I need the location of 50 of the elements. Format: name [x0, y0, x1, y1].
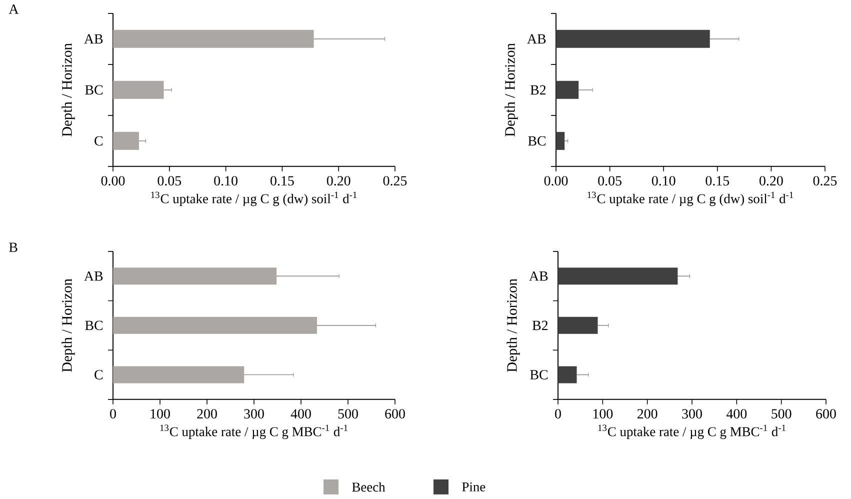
- legend-label: Beech: [352, 482, 386, 492]
- x-tick-label: 0: [555, 408, 561, 418]
- y-tick-label: BC: [528, 136, 546, 146]
- x-tick-label: 0.00: [544, 176, 568, 186]
- chart-title: B: [9, 242, 18, 252]
- x-tick-label: 0.10: [214, 176, 238, 186]
- x-tick-label: 0.25: [383, 176, 407, 186]
- x-axis-title: $^{13}$C uptake rate / µg C g MBC$^{-1}$ d$^{-1}$: [160, 424, 348, 439]
- y-tick-label: B2: [530, 85, 546, 94]
- y-axis-title: Depth / Horizon: [62, 43, 75, 136]
- y-tick-label: C: [94, 136, 103, 146]
- x-tick-label: 0.00: [101, 176, 125, 186]
- y-tick-label: BC: [530, 370, 548, 380]
- y-tick-label: B2: [532, 320, 548, 330]
- x-axis-title: $^{13}$C uptake rate / µg C g MBC$^{-1}$ d$^{-1}$: [598, 424, 786, 439]
- x-tick-label: 200: [637, 408, 658, 418]
- x-tick-label: 0.15: [270, 176, 294, 186]
- x-tick-label: 500: [338, 408, 358, 418]
- x-tick-label: 600: [385, 408, 405, 418]
- y-tick-label: AB: [527, 34, 546, 44]
- x-tick-label: 300: [682, 408, 702, 418]
- y-axis-title: Depth / Horizon: [504, 43, 518, 136]
- x-tick-label: 0.20: [326, 176, 350, 186]
- y-tick-label: BC: [85, 85, 103, 94]
- x-tick-label: 100: [150, 408, 170, 418]
- x-tick-label: 0.05: [158, 176, 182, 186]
- y-axis-title: Depth / Horizon: [62, 278, 75, 372]
- chart-title: A: [8, 4, 19, 14]
- x-tick-label: 0.05: [598, 176, 622, 186]
- y-tick-label: AB: [84, 271, 103, 281]
- x-tick-label: 200: [197, 408, 217, 418]
- x-tick-label: 100: [593, 408, 613, 418]
- x-axis-title: $^{13}$C uptake rate / µg C g (dw) soil$^{-1}$ d$^{-1}$: [588, 192, 794, 206]
- x-tick-label: 400: [726, 408, 747, 418]
- x-axis-title: $^{13}$C uptake rate / µg C g (dw) soil$^{-1}$ d$^{-1}$: [151, 192, 357, 206]
- y-axis-title: Depth / Horizon: [506, 278, 520, 372]
- x-tick-label: 0.20: [760, 176, 783, 186]
- y-tick-label: C: [94, 370, 103, 380]
- y-tick-label: AB: [529, 271, 548, 281]
- x-tick-label: 0.10: [652, 176, 676, 186]
- x-tick-label: 0: [110, 408, 116, 418]
- x-tick-label: 300: [244, 408, 264, 418]
- x-tick-label: 500: [772, 408, 792, 418]
- x-tick-label: 0.25: [813, 176, 837, 186]
- y-tick-label: AB: [84, 34, 103, 44]
- legend-label: Pine: [462, 482, 486, 492]
- x-tick-label: 400: [290, 408, 311, 418]
- x-tick-label: 600: [816, 408, 836, 418]
- x-tick-label: 0.15: [706, 176, 730, 186]
- y-tick-label: BC: [85, 320, 103, 330]
